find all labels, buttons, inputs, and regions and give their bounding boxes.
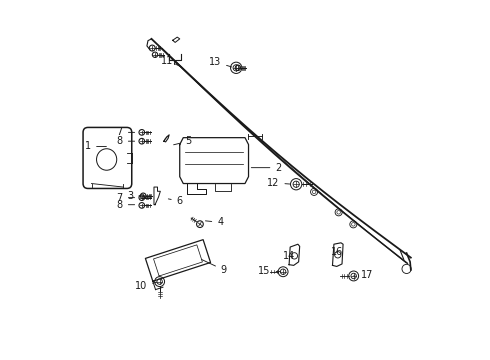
Text: 4: 4 — [205, 217, 223, 227]
Text: 16: 16 — [331, 247, 343, 257]
Text: 7: 7 — [117, 193, 135, 203]
Text: 17: 17 — [354, 270, 373, 280]
Text: 15: 15 — [258, 266, 280, 276]
Text: 2: 2 — [251, 163, 282, 173]
Text: 7: 7 — [117, 127, 135, 138]
Text: 14: 14 — [283, 251, 295, 261]
Text: 1: 1 — [85, 141, 106, 152]
Text: 10: 10 — [135, 281, 157, 291]
Text: 8: 8 — [117, 200, 135, 210]
Text: 8: 8 — [117, 136, 135, 146]
Text: 5: 5 — [173, 136, 192, 146]
Text: 12: 12 — [267, 178, 290, 188]
Text: 6: 6 — [169, 196, 183, 206]
Text: 9: 9 — [202, 260, 227, 275]
Text: 11: 11 — [161, 56, 173, 66]
Text: 13: 13 — [209, 57, 232, 67]
Text: 3: 3 — [127, 191, 150, 201]
